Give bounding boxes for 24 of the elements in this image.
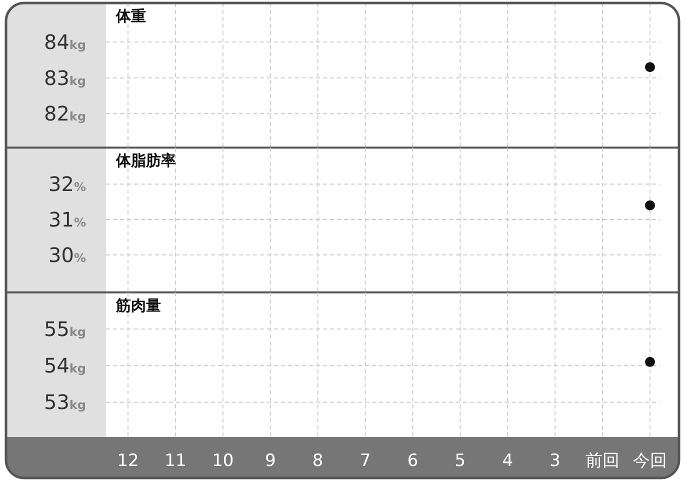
y-tick-label: 32% [48, 172, 86, 196]
x-tick-label: 前回 [586, 451, 620, 471]
x-tick-label: 8 [312, 451, 324, 471]
x-tick-label: 4 [502, 451, 514, 471]
y-tick-label: 84kg [44, 30, 86, 54]
x-tick-label: 10 [212, 451, 234, 471]
chart-title: 体脂肪率 [115, 152, 176, 170]
y-tick-label: 55kg [44, 316, 86, 341]
x-tick-label: 3 [550, 451, 561, 471]
chart-title: 筋肉量 [115, 296, 161, 314]
x-tick-label: 5 [454, 451, 466, 471]
y-tick-label: 83kg [44, 66, 86, 90]
y-tick-label: 31% [48, 207, 86, 232]
x-tick-label: 11 [164, 451, 186, 471]
y-tick-label: 82kg [44, 102, 86, 126]
x-tick-label: 今回 [633, 451, 667, 471]
y-tick-label: 30% [48, 242, 86, 267]
x-tick-label: 6 [407, 451, 418, 471]
x-tick-label: 12 [117, 451, 139, 471]
x-tick-label: 7 [360, 451, 371, 471]
y-tick-label: 54kg [44, 354, 86, 378]
chart-title: 体重 [115, 7, 146, 25]
x-tick-label: 9 [264, 451, 276, 471]
y-tick-label: 53kg [44, 390, 86, 414]
